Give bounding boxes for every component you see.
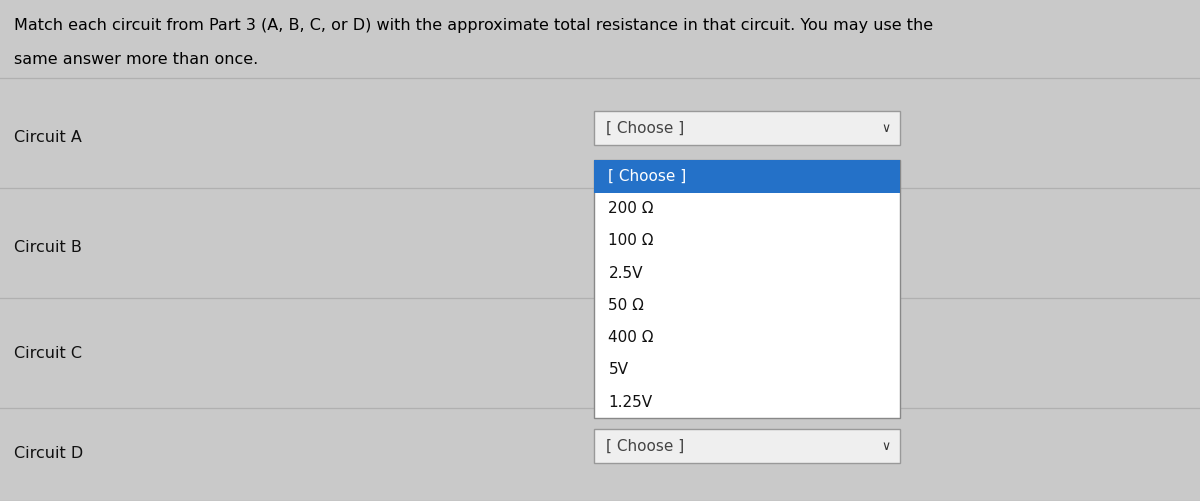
Text: ∨: ∨: [881, 440, 890, 453]
Text: Circuit C: Circuit C: [14, 346, 83, 361]
FancyBboxPatch shape: [594, 111, 900, 145]
Text: 50 Ω: 50 Ω: [608, 298, 644, 313]
Text: [ Choose ]: [ Choose ]: [606, 439, 684, 454]
Text: Circuit B: Circuit B: [14, 240, 83, 256]
Text: [ Choose ]: [ Choose ]: [608, 169, 686, 184]
Text: 1.25V: 1.25V: [608, 395, 653, 410]
Text: Circuit A: Circuit A: [14, 130, 83, 145]
Text: 5V: 5V: [608, 362, 629, 377]
Text: [ Choose ]: [ Choose ]: [606, 121, 684, 136]
Text: 400 Ω: 400 Ω: [608, 330, 654, 345]
FancyBboxPatch shape: [594, 160, 900, 418]
Text: 200 Ω: 200 Ω: [608, 201, 654, 216]
Text: 2.5V: 2.5V: [608, 266, 643, 281]
Text: Circuit D: Circuit D: [14, 446, 84, 461]
Text: Match each circuit from Part 3 (A, B, C, or D) with the approximate total resist: Match each circuit from Part 3 (A, B, C,…: [14, 18, 934, 33]
FancyBboxPatch shape: [594, 429, 900, 463]
FancyBboxPatch shape: [594, 160, 900, 192]
Text: 100 Ω: 100 Ω: [608, 233, 654, 248]
Text: ∨: ∨: [881, 122, 890, 135]
Text: same answer more than once.: same answer more than once.: [14, 52, 259, 67]
